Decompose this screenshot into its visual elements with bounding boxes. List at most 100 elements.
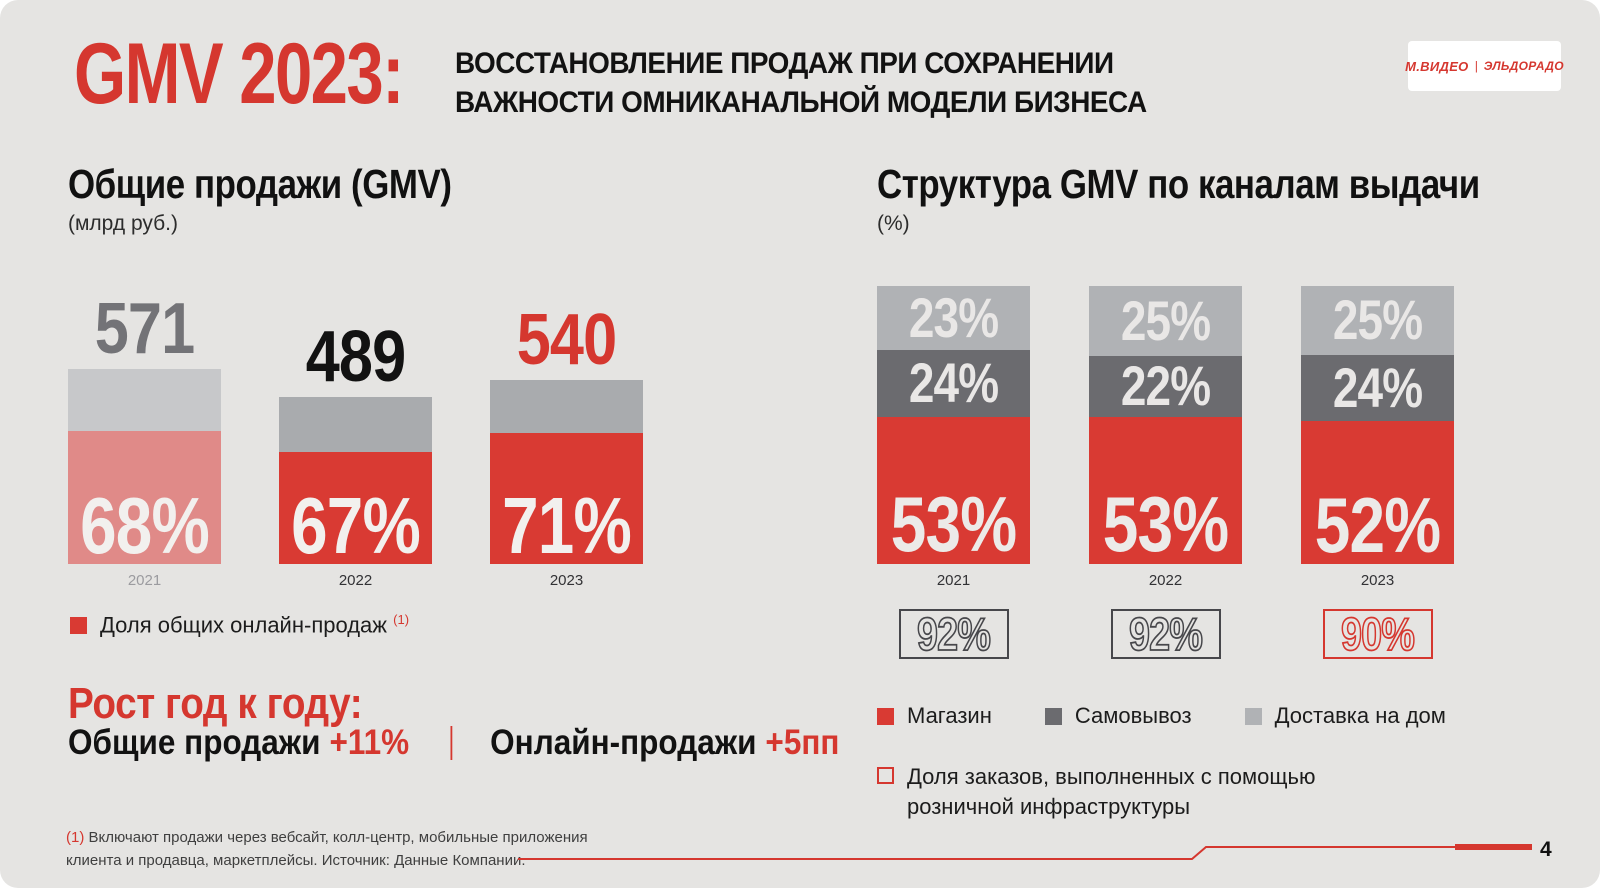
page-number: 4 xyxy=(1540,838,1552,861)
retail-share-cell-2023: 90% xyxy=(1301,609,1454,659)
gmv-offline-segment xyxy=(68,369,221,432)
year-label-2023: 2023 xyxy=(1360,572,1395,589)
gmv-online-segment: 67% xyxy=(279,452,432,570)
delivery-lightgray-square-icon xyxy=(1244,707,1262,725)
legend-red-square-icon xyxy=(70,616,87,634)
gmv-bar-chart: 571 68% 2021 489 67% 2022 540 xyxy=(68,280,643,589)
retail-share-box-2022: 92% xyxy=(1110,608,1221,660)
pickup-legend-label: Самовывоз xyxy=(1074,703,1192,728)
growth-values-row: Общие продажи +11% Онлайн-продажи +5пп xyxy=(68,723,840,763)
gmv-structure-stacked-chart: 23% 24% 53% 2021 25% 22% 53% 2022 25 xyxy=(877,286,1456,589)
retail-infrastructure-note-text: Доля заказов, выполненных с помощью розн… xyxy=(907,764,1316,819)
online-sales-growth-value: +5пп xyxy=(765,723,840,762)
gmv-value-2023: 540 xyxy=(516,300,617,381)
pickup-share-2023: 24% xyxy=(1332,355,1423,419)
subtitle-line-2: ВАЖНОСТИ ОМНИКАНАЛЬНОЙ МОДЕЛИ БИЗНЕСА xyxy=(455,86,1147,119)
gmv-bar: 67% xyxy=(279,397,432,570)
footnote-ref-mark: (1) xyxy=(393,612,410,627)
growth-section-title: Рост год к году: xyxy=(68,679,363,728)
delivery-share-2022: 25% xyxy=(1120,288,1211,352)
store-share-2023: 52% xyxy=(1314,480,1441,569)
pickup-share-2021: 24% xyxy=(908,351,999,415)
legend-item-store: Магазин xyxy=(877,703,992,729)
online-share-legend-label: Доля общих онлайн-продаж (1) xyxy=(100,612,410,638)
retail-share-2022: 92% xyxy=(1128,608,1203,660)
growth-divider xyxy=(450,726,453,761)
segment-pickup: 22% xyxy=(1089,354,1242,418)
online-share-2021: 68% xyxy=(80,481,210,570)
gmv-online-segment: 68% xyxy=(68,431,221,570)
right-chart-unit: (%) xyxy=(877,212,910,235)
footnote-line-1: Включают продажи через вебсайт, колл-цен… xyxy=(88,829,588,846)
gmv-bar-2021: 571 68% 2021 xyxy=(68,280,221,589)
year-label-2022: 2022 xyxy=(338,572,373,589)
total-sales-growth-value: +11% xyxy=(329,723,410,762)
slide-subtitle: ВОССТАНОВЛЕНИЕ ПРОДАЖ ПРИ СОХРАНЕНИИ ВАЖ… xyxy=(455,44,1147,122)
footnote: (1) Включают продажи через вебсайт, колл… xyxy=(66,826,588,872)
mvideo-eldorado-logo: М.ВИДЕО | ЭЛЬДОРАДО xyxy=(1405,41,1564,91)
retail-share-cell-2022: 92% xyxy=(1089,609,1242,659)
gmv-bar-2023: 540 71% 2023 xyxy=(490,280,643,589)
segment-delivery: 23% xyxy=(877,286,1030,350)
stacked-bar-2022: 25% 22% 53% 2022 xyxy=(1089,286,1242,589)
delivery-share-2021: 23% xyxy=(908,285,999,349)
store-legend-label: Магазин xyxy=(907,703,992,728)
segment-store: 53% xyxy=(877,416,1030,569)
stacked-bar-2023: 25% 24% 52% 2023 xyxy=(1301,286,1454,589)
footnote-line-2: клиента и продавца, маркетплейсы. Источн… xyxy=(66,852,526,869)
left-chart-title: Общие продажи (GMV) xyxy=(68,161,452,207)
subtitle-line-1: ВОССТАНОВЛЕНИЕ ПРОДАЖ ПРИ СОХРАНЕНИИ xyxy=(455,47,1114,80)
gmv-online-segment: 71% xyxy=(490,433,643,570)
gmv-bar: 71% xyxy=(490,380,643,570)
logo-divider: | xyxy=(1474,59,1478,73)
stacked-bar-2021: 23% 24% 53% 2021 xyxy=(877,286,1030,589)
online-sales-label: Онлайн-продажи xyxy=(490,723,757,762)
retail-share-2021: 92% xyxy=(916,608,991,660)
retail-share-box-2021: 92% xyxy=(898,608,1009,660)
gmv-offline-segment xyxy=(490,380,643,434)
retail-share-box-2023: 90% xyxy=(1322,608,1433,660)
delivery-legend-label: Доставка на дом xyxy=(1274,703,1446,728)
footer-decorative-line xyxy=(518,844,1532,860)
year-label-2021: 2021 xyxy=(127,572,162,589)
slide-title: GMV 2023: xyxy=(74,26,405,122)
online-share-legend: Доля общих онлайн-продаж (1) xyxy=(70,612,409,638)
gmv-value-2021: 571 xyxy=(94,289,195,370)
segment-delivery: 25% xyxy=(1301,286,1454,355)
segment-pickup: 24% xyxy=(1301,354,1454,421)
outline-red-square-icon xyxy=(877,767,894,784)
gmv-value-2022: 489 xyxy=(305,317,406,398)
segment-pickup: 24% xyxy=(877,349,1030,417)
footnote-ref: (1) xyxy=(66,829,85,846)
year-label-2022: 2022 xyxy=(1148,572,1183,589)
segment-delivery: 25% xyxy=(1089,286,1242,356)
retail-infrastructure-note: Доля заказов, выполненных с помощью розн… xyxy=(877,762,1377,822)
channels-legend: Магазин Самовывоз Доставка на дом xyxy=(877,703,1446,729)
legend-item-delivery: Доставка на дом xyxy=(1244,703,1446,729)
retail-share-cell-2021: 92% xyxy=(877,609,1030,659)
pickup-gray-square-icon xyxy=(1044,707,1062,725)
store-share-2021: 53% xyxy=(890,480,1017,569)
store-red-square-icon xyxy=(877,707,894,725)
left-chart-unit: (млрд руб.) xyxy=(68,212,179,235)
legend-item-pickup: Самовывоз xyxy=(1044,703,1192,729)
online-share-2023: 71% xyxy=(502,481,632,570)
segment-store: 53% xyxy=(1089,416,1242,569)
gmv-bar-2022: 489 67% 2022 xyxy=(279,280,432,589)
store-share-2022: 53% xyxy=(1102,480,1229,569)
retail-share-boxes: 92% 92% 90% xyxy=(877,609,1456,659)
retail-share-2023: 90% xyxy=(1340,608,1415,660)
pickup-share-2022: 22% xyxy=(1120,354,1211,418)
online-share-2022: 67% xyxy=(291,481,421,570)
total-sales-label: Общие продажи xyxy=(68,723,321,762)
delivery-share-2023: 25% xyxy=(1332,288,1423,352)
gmv-bar: 68% xyxy=(68,369,221,570)
year-label-2023: 2023 xyxy=(549,572,584,589)
year-label-2021: 2021 xyxy=(936,572,971,589)
logo-eldorado-text: ЭЛЬДОРАДО xyxy=(1483,59,1564,73)
gmv-offline-segment xyxy=(279,397,432,453)
segment-store: 52% xyxy=(1301,420,1454,569)
right-chart-title: Структура GMV по каналам выдачи xyxy=(877,161,1480,207)
logo-mvideo-text: М.ВИДЕО xyxy=(1405,58,1469,74)
